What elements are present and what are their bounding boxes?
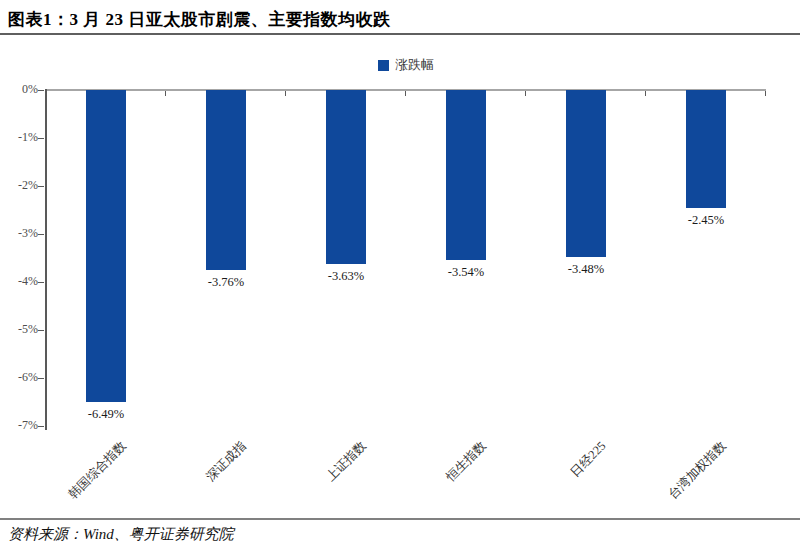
category-label: 日经225 [485, 438, 610, 558]
x-axis-tick [285, 91, 286, 96]
bar [686, 90, 726, 208]
bar [206, 90, 246, 270]
y-axis-tick [38, 282, 44, 283]
y-axis-tick-label: -5% [0, 322, 38, 337]
y-axis-tick-label: -7% [0, 418, 38, 433]
y-axis-tick [38, 330, 44, 331]
y-axis-tick-label: -6% [0, 370, 38, 385]
x-axis-tick [405, 91, 406, 96]
legend-color-swatch [378, 60, 389, 71]
y-axis-tick [38, 426, 44, 427]
x-axis-tick [765, 91, 766, 96]
bar [446, 90, 486, 260]
plot-area: 0%-1%-2%-3%-4%-5%-6%-7%-6.49%韩国综合指数-3.76… [46, 90, 766, 426]
footer-divider [0, 518, 800, 520]
y-axis-tick [38, 186, 44, 187]
bar-value-label: -3.54% [424, 265, 508, 280]
bar-value-label: -6.49% [64, 407, 148, 422]
y-axis-tick [38, 138, 44, 139]
bar [566, 90, 606, 257]
bar-value-label: -3.48% [544, 262, 628, 277]
category-label: 台湾加权指数 [605, 438, 730, 558]
bar-value-label: -2.45% [664, 213, 748, 228]
x-axis-line [46, 89, 766, 91]
y-axis-line [45, 89, 47, 430]
bar [326, 90, 366, 264]
chart-title: 图表1：3 月 23 日亚太股市剧震、主要指数均收跌 [8, 8, 792, 31]
x-axis-tick [525, 91, 526, 96]
category-label: 上证指数 [245, 438, 370, 558]
y-axis-tick [38, 234, 44, 235]
y-axis-tick-label: 0% [0, 82, 38, 97]
source-note: 资料来源：Wind、粤开证券研究院 [8, 525, 234, 544]
bar [86, 90, 126, 402]
y-axis-tick-label: -3% [0, 226, 38, 241]
y-axis-tick [38, 378, 44, 379]
bar-value-label: -3.63% [304, 269, 388, 284]
bar-value-label: -3.76% [184, 275, 268, 290]
y-axis-tick-label: -4% [0, 274, 38, 289]
legend-label: 涨跌幅 [395, 56, 434, 74]
x-axis-tick [165, 91, 166, 96]
x-axis-tick [645, 91, 646, 96]
y-axis-tick-label: -2% [0, 178, 38, 193]
title-divider [0, 33, 800, 35]
y-axis-tick [38, 90, 44, 91]
chart-legend: 涨跌幅 [46, 56, 766, 74]
category-label: 恒生指数 [365, 438, 490, 558]
y-axis-tick-label: -1% [0, 130, 38, 145]
report-chart-figure: 图表1：3 月 23 日亚太股市剧震、主要指数均收跌 涨跌幅 0%-1%-2%-… [0, 0, 800, 558]
